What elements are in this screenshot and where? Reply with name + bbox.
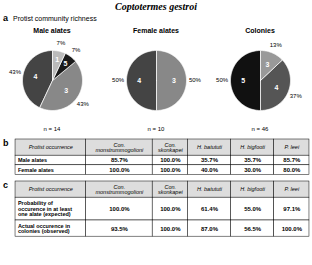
svg-text:Con.monstrummogolioni: Con.monstrummogolioni	[95, 184, 144, 195]
svg-text:H. batututi: H. batututi	[197, 144, 223, 150]
svg-text:50%: 50%	[216, 77, 229, 83]
html-text:b: b	[3, 138, 9, 148]
svg-text:100.0%100: 100.0%100	[109, 167, 130, 173]
svg-text:50%: 50%	[189, 77, 202, 83]
svg-text:4: 4	[34, 73, 38, 80]
svg-text:5: 5	[241, 77, 245, 84]
svg-text:4: 4	[275, 84, 279, 91]
svg-text:100.0%100: 100.0%100	[160, 226, 181, 232]
svg-text:Male alates: Male alates	[18, 157, 47, 163]
svg-text:100.0%100: 100.0%100	[282, 226, 303, 232]
svg-text:5: 5	[63, 60, 67, 67]
svg-text:1: 1	[55, 56, 59, 63]
svg-text:3: 3	[64, 87, 68, 94]
html-text:n = 14: n = 14	[43, 126, 61, 132]
svg-text:P. leei: P. leei	[285, 144, 300, 150]
html-text:a: a	[3, 13, 8, 23]
svg-text:H. bigfooti: H. bigfooti	[240, 187, 265, 193]
svg-text:35.7%35.7: 35.7%35.7	[244, 157, 262, 163]
html-text:n = 46: n = 46	[251, 126, 269, 132]
svg-text:100.0%100: 100.0%100	[160, 157, 181, 163]
svg-text:7%: 7%	[57, 40, 66, 46]
html-text:Female alates: Female alates	[133, 27, 179, 34]
svg-text:30.0%30: 30.0%30	[244, 167, 262, 173]
svg-text:Protist occurrence: Protist occurrence	[29, 144, 73, 150]
svg-text:35.7%35.7: 35.7%35.7	[201, 157, 219, 163]
svg-text:Probability ofoccurence in at: Probability ofoccurence in at leastone a…	[18, 201, 72, 218]
svg-text:50%: 50%	[112, 77, 125, 83]
svg-text:37%: 37%	[290, 93, 303, 99]
svg-text:87.0%87: 87.0%87	[201, 226, 219, 232]
svg-text:55.0%55: 55.0%55	[244, 206, 262, 212]
svg-text:Actual occurence incolonies (o: Actual occurence incolonies (observed)	[18, 223, 71, 234]
svg-text:Female alates: Female alates	[18, 167, 54, 173]
svg-text:Con.skonkapei: Con.skonkapei	[158, 142, 183, 153]
html-text:Male alates: Male alates	[33, 27, 71, 34]
svg-text:80.0%80: 80.0%80	[283, 167, 301, 173]
svg-text:13%: 13%	[270, 42, 283, 48]
svg-text:61.4%61.4: 61.4%61.4	[201, 206, 219, 212]
html-text:c: c	[3, 180, 8, 191]
svg-text:85.7%85.7: 85.7%85.7	[111, 157, 129, 163]
svg-text:40.0%40: 40.0%40	[201, 167, 219, 173]
svg-text:100.0%100: 100.0%100	[109, 206, 130, 212]
svg-text:Con.skonkapei: Con.skonkapei	[158, 184, 183, 195]
svg-text:H. bigfooti: H. bigfooti	[240, 144, 265, 150]
svg-text:43%: 43%	[77, 101, 90, 107]
svg-text:100.0%100: 100.0%100	[160, 206, 181, 212]
svg-text:93.5%93.5: 93.5%93.5	[111, 226, 129, 232]
svg-text:100.0%100: 100.0%100	[160, 167, 181, 173]
svg-text:3: 3	[172, 77, 176, 84]
svg-text:7%: 7%	[72, 47, 81, 53]
html-text:Colonies: Colonies	[245, 27, 275, 34]
html-text:n = 10: n = 10	[147, 126, 165, 132]
svg-text:Con.monstrummogolioni: Con.monstrummogolioni	[95, 142, 144, 153]
svg-text:4: 4	[137, 77, 141, 84]
svg-text:H. batututi: H. batututi	[197, 187, 223, 193]
svg-text:3: 3	[265, 61, 269, 68]
svg-text:56.5%56.5: 56.5%56.5	[244, 226, 262, 232]
svg-text:P. leei: P. leei	[285, 187, 300, 193]
svg-text:97.1%97.1: 97.1%97.1	[283, 206, 301, 212]
html-text:Protist community richness: Protist community richness	[13, 15, 97, 22]
html-text:Coptotermes gestroi: Coptotermes gestroi	[115, 1, 197, 12]
svg-text:43%: 43%	[9, 69, 22, 75]
svg-text:Protist occurrence: Protist occurrence	[29, 187, 73, 193]
svg-text:85.7%85.7: 85.7%85.7	[283, 157, 301, 163]
